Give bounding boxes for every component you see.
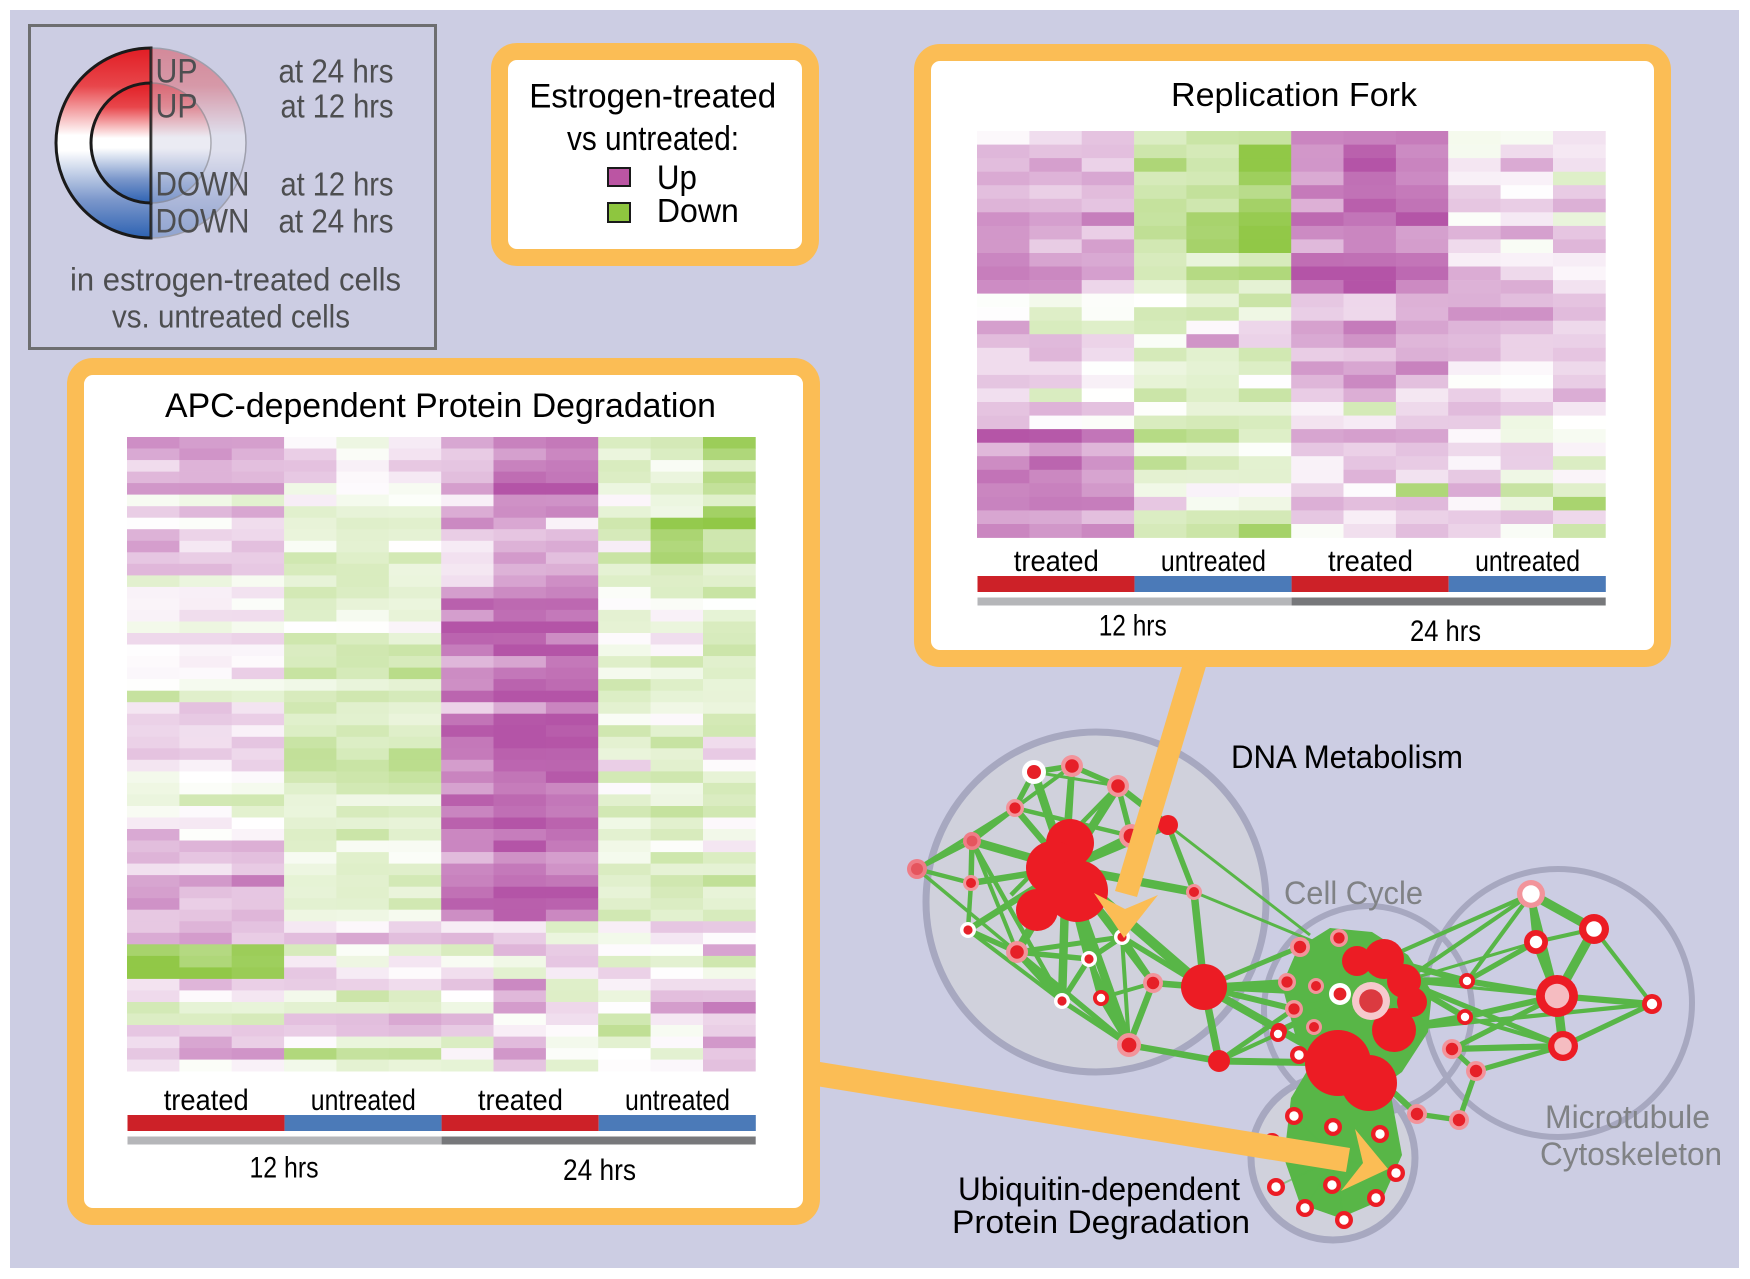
svg-text:treated: treated — [1328, 545, 1413, 578]
svg-text:in estrogen-treated cells: in estrogen-treated cells — [70, 262, 401, 298]
svg-text:Ubiquitin-dependent: Ubiquitin-dependent — [958, 1171, 1240, 1207]
svg-text:DNA Metabolism: DNA Metabolism — [1231, 739, 1463, 775]
svg-text:vs untreated:: vs untreated: — [567, 120, 739, 158]
svg-text:untreated: untreated — [311, 1084, 416, 1117]
svg-text:Microtubule: Microtubule — [1545, 1099, 1710, 1135]
svg-text:at 12 hrs: at 12 hrs — [281, 88, 394, 125]
svg-text:treated: treated — [164, 1084, 249, 1117]
svg-text:untreated: untreated — [1161, 545, 1266, 578]
svg-text:24 hrs: 24 hrs — [1410, 615, 1481, 648]
svg-text:at 12 hrs: at 12 hrs — [281, 166, 394, 203]
svg-text:Protein Degradation: Protein Degradation — [952, 1204, 1250, 1240]
svg-text:Down: Down — [657, 192, 739, 229]
svg-text:vs. untreated cells: vs. untreated cells — [112, 299, 350, 335]
svg-text:untreated: untreated — [1475, 545, 1580, 578]
svg-text:Estrogen-treated: Estrogen-treated — [529, 78, 776, 116]
svg-text:UP: UP — [156, 88, 198, 126]
svg-text:treated: treated — [478, 1084, 563, 1117]
svg-text:Up: Up — [657, 159, 697, 197]
svg-text:DOWN: DOWN — [156, 203, 250, 241]
svg-text:Cytoskeleton: Cytoskeleton — [1540, 1136, 1722, 1172]
svg-text:Cell Cycle: Cell Cycle — [1284, 875, 1423, 911]
svg-text:12 hrs: 12 hrs — [1099, 610, 1167, 643]
svg-text:DOWN: DOWN — [156, 166, 250, 204]
svg-text:12 hrs: 12 hrs — [250, 1152, 319, 1185]
svg-text:untreated: untreated — [625, 1084, 730, 1117]
svg-text:24 hrs: 24 hrs — [563, 1154, 636, 1187]
svg-text:treated: treated — [1014, 545, 1099, 578]
svg-text:at 24 hrs: at 24 hrs — [279, 203, 394, 240]
svg-text:UP: UP — [156, 53, 198, 91]
svg-text:APC-dependent Protein Degradat: APC-dependent Protein Degradation — [165, 387, 716, 425]
svg-text:at 24 hrs: at 24 hrs — [279, 53, 394, 90]
svg-text:Replication Fork: Replication Fork — [1171, 77, 1417, 114]
